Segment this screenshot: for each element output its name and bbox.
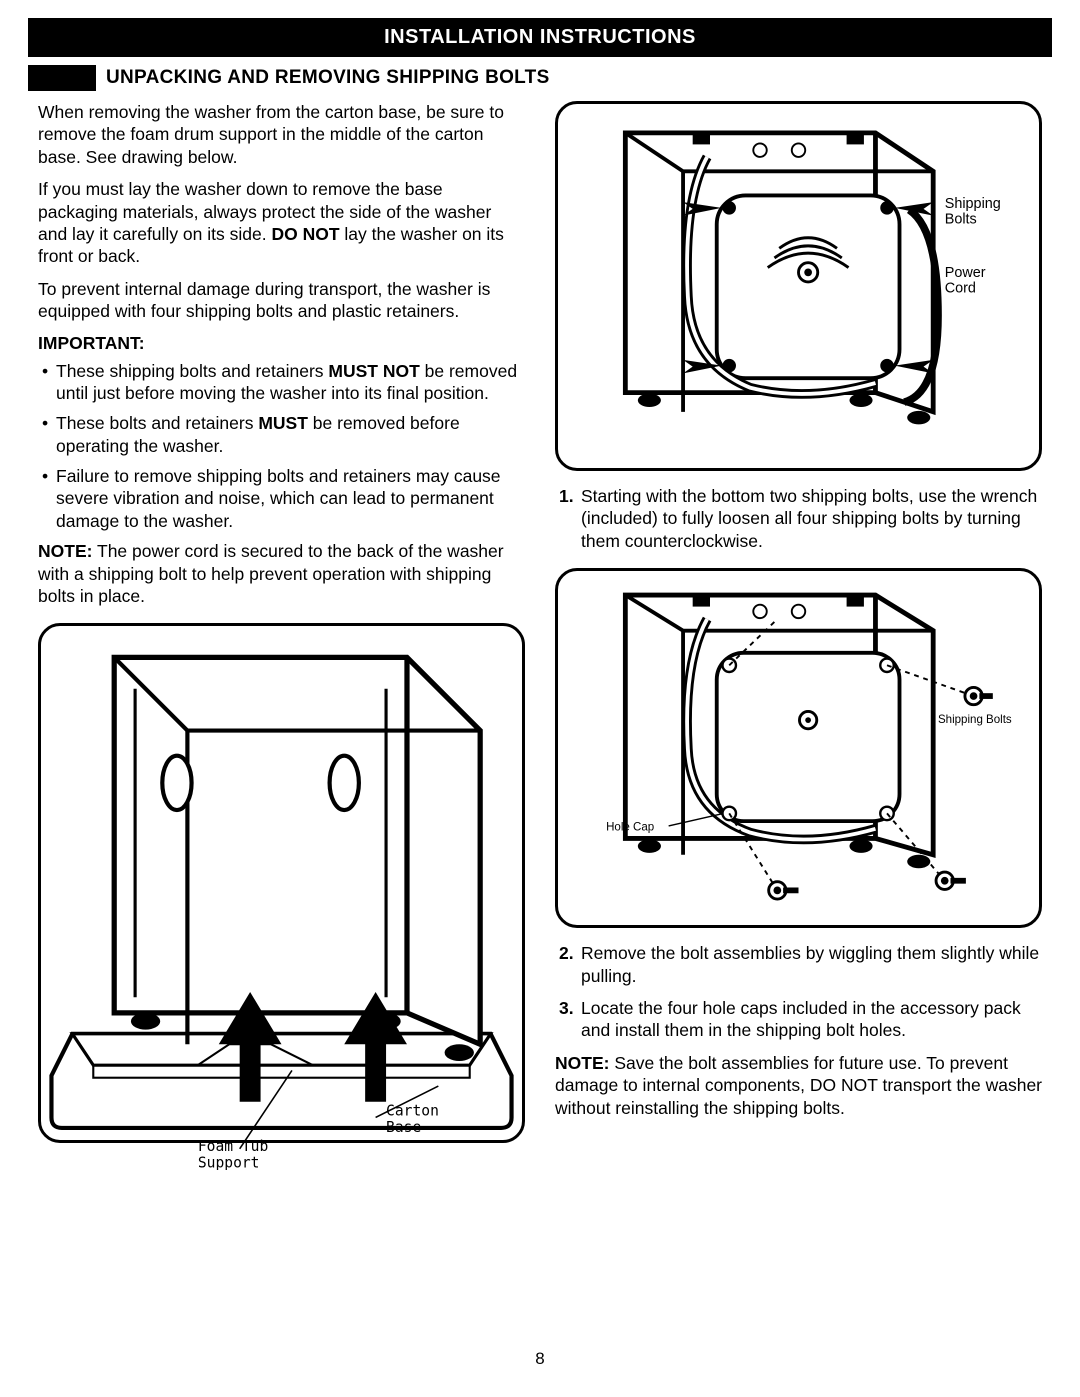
right-column: Shipping Bolts Power Cord 1. Starting wi… <box>555 101 1042 1157</box>
page-number: 8 <box>535 1349 544 1369</box>
step-1: 1. Starting with the bottom two shipping… <box>559 485 1042 552</box>
bullet-3: Failure to remove shipping bolts and ret… <box>42 465 525 532</box>
page-frame: INSTALLATION INSTRUCTIONS <box>28 18 1052 57</box>
para-2: If you must lay the washer down to remov… <box>38 178 525 268</box>
header-bar: INSTALLATION INSTRUCTIONS <box>30 20 1050 55</box>
label-hole-cap: Hole Cap <box>606 822 654 834</box>
bullet-2: These bolts and retainers MUST be remove… <box>42 412 525 457</box>
figure-bolt-removal: Shipping Bolts Hole Cap <box>555 568 1042 928</box>
header-title: INSTALLATION INSTRUCTIONS <box>384 26 696 48</box>
carton-base-illustration: Carton Base Foam Tub Support <box>41 626 522 1170</box>
bolt-removal-illustration: Shipping Bolts Hole Cap <box>558 571 1039 917</box>
section-marker-box <box>28 65 96 91</box>
para-3: To prevent internal damage during transp… <box>38 278 525 323</box>
section-title: UNPACKING AND REMOVING SHIPPING BOLTS <box>106 67 550 89</box>
figure-shipping-bolts: Shipping Bolts Power Cord <box>555 101 1042 471</box>
svg-text:Bolts: Bolts <box>945 211 977 227</box>
label-power-cord: Power <box>945 265 986 281</box>
note-para-right: NOTE: Save the bolt assemblies for futur… <box>555 1052 1042 1119</box>
content-columns: When removing the washer from the carton… <box>28 101 1052 1181</box>
bullet-list: These shipping bolts and retainers MUST … <box>38 360 525 533</box>
label-shipping-bolts-2: Shipping Bolts <box>938 714 1012 726</box>
label-carton-base: Carton <box>386 1103 439 1120</box>
left-column: When removing the washer from the carton… <box>38 101 525 1157</box>
shipping-bolts-illustration: Shipping Bolts Power Cord <box>558 104 1039 460</box>
important-label: IMPORTANT: <box>38 333 525 354</box>
step-3: 3. Locate the four hole caps included in… <box>559 997 1042 1042</box>
svg-text:Cord: Cord <box>945 281 976 297</box>
label-shipping-bolts: Shipping <box>945 196 1001 212</box>
note-para: NOTE: The power cord is secured to the b… <box>38 540 525 607</box>
figure-carton-base: Carton Base Foam Tub Support <box>38 623 525 1143</box>
para-1: When removing the washer from the carton… <box>38 101 525 168</box>
step-2: 2. Remove the bolt assemblies by wigglin… <box>559 942 1042 987</box>
section-title-row: UNPACKING AND REMOVING SHIPPING BOLTS <box>28 65 1052 91</box>
label-foam-tub: Foam Tub <box>198 1138 268 1155</box>
svg-text:Support: Support <box>198 1155 260 1170</box>
svg-text:Base: Base <box>386 1120 421 1137</box>
step-list-2: 2. Remove the bolt assemblies by wigglin… <box>555 942 1042 1042</box>
step-list-1: 1. Starting with the bottom two shipping… <box>555 485 1042 552</box>
bullet-1: These shipping bolts and retainers MUST … <box>42 360 525 405</box>
